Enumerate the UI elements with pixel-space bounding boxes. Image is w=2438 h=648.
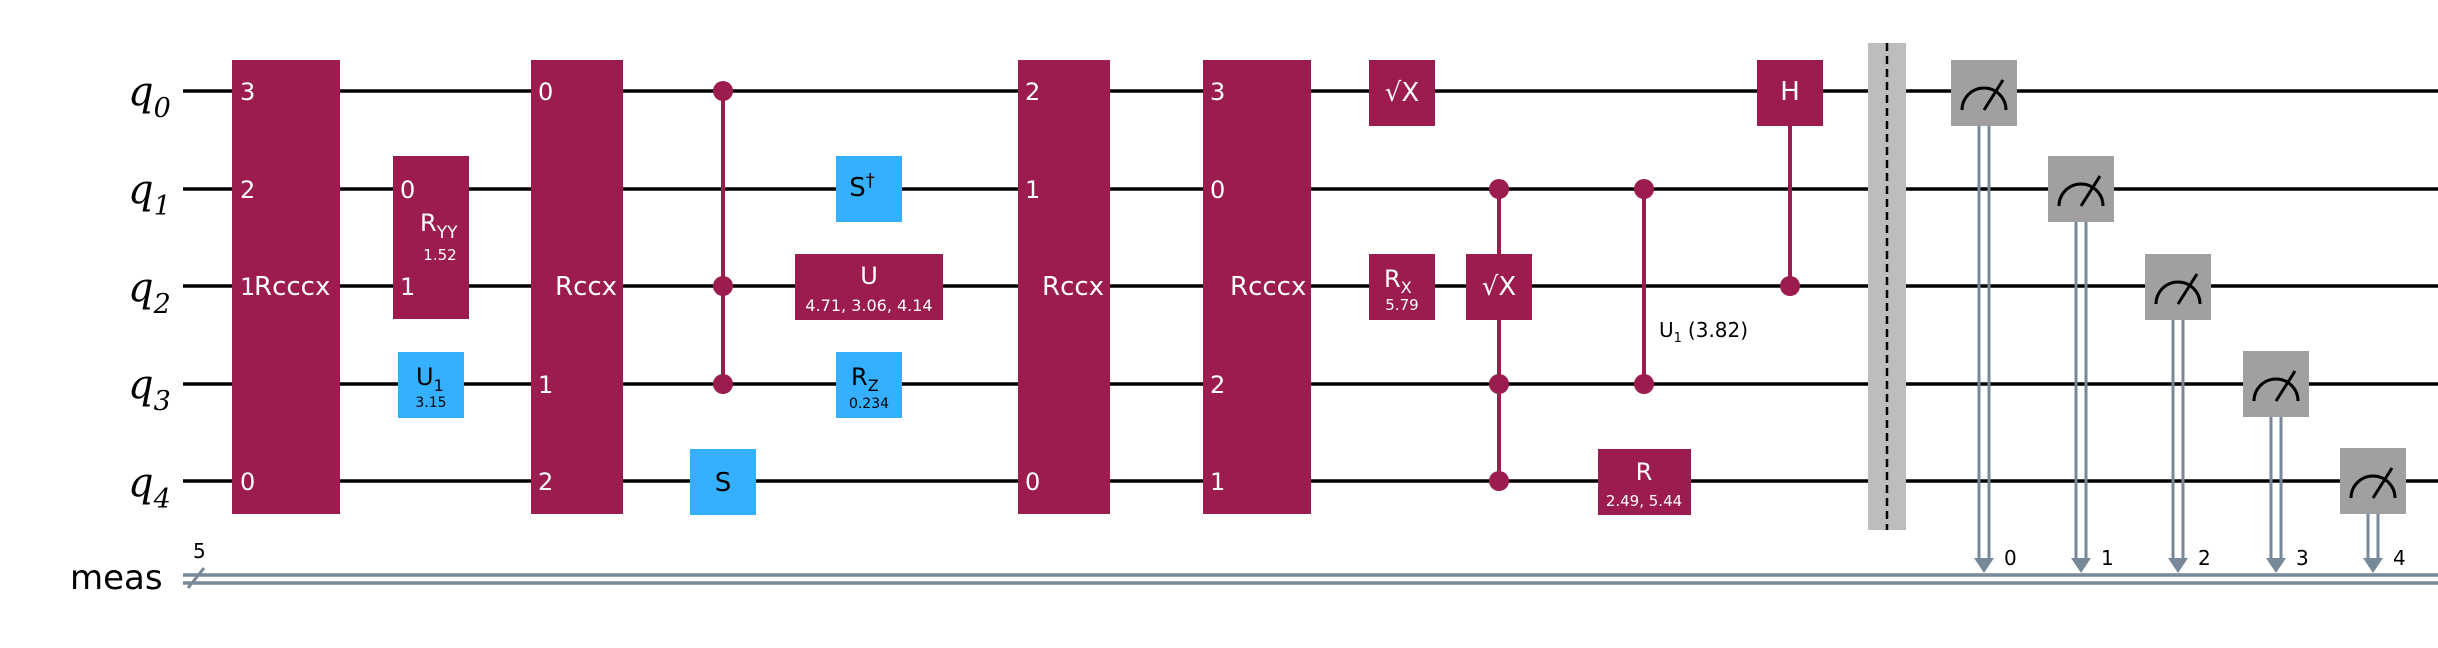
pin-label: 1 bbox=[538, 371, 553, 399]
pin-label: 1 bbox=[1210, 468, 1225, 496]
rcccx-gate-1: 3 2 1 0 Rcccx bbox=[232, 60, 340, 514]
control-dot bbox=[713, 276, 733, 296]
controlled-sx-gate: √X bbox=[1466, 179, 1532, 491]
gate-label: S bbox=[715, 468, 732, 498]
gate-label: S† bbox=[849, 170, 875, 203]
pin-label: 2 bbox=[1025, 78, 1040, 106]
measure-gate-2: 2 bbox=[2145, 254, 2211, 573]
gate-label: U1 bbox=[416, 363, 444, 395]
gate-label: U1 (3.82) bbox=[1659, 318, 1748, 346]
sdg-gate: S† bbox=[836, 156, 902, 222]
rccx-gate-2: 2 1 0 Rccx bbox=[1018, 60, 1110, 514]
gate-label: RZ bbox=[851, 363, 879, 395]
classical-register-label: meas bbox=[70, 558, 163, 598]
ccz-controls bbox=[713, 81, 733, 394]
pin-label: 0 bbox=[1210, 176, 1225, 204]
pin-label: 1 bbox=[400, 273, 415, 301]
bundle-size: 5 bbox=[193, 539, 206, 563]
control-dot bbox=[1634, 374, 1654, 394]
ryy-gate: 0 1 RYY 1.52 bbox=[393, 156, 469, 319]
control-dot bbox=[1489, 374, 1509, 394]
gate-label: √X bbox=[1385, 78, 1419, 108]
rz-gate: RZ 0.234 bbox=[836, 352, 902, 418]
gate-label: H bbox=[1780, 77, 1800, 107]
gate-label: R bbox=[1636, 458, 1653, 486]
gate-param: 5.79 bbox=[1385, 296, 1418, 314]
control-dot bbox=[1780, 276, 1800, 296]
measure-bit-label: 2 bbox=[2198, 546, 2211, 570]
control-dot bbox=[1489, 179, 1509, 199]
gate-label: RYY bbox=[420, 209, 458, 243]
pin-label: 2 bbox=[1210, 371, 1225, 399]
pin-label: 3 bbox=[1210, 78, 1225, 106]
measure-gate-0: 0 bbox=[1951, 60, 2017, 573]
rcccx-gate-2: 3 0 2 1 Rcccx bbox=[1203, 60, 1311, 514]
controlled-u1-gate: U1 (3.82) bbox=[1634, 179, 1748, 394]
measurements: 0 1 2 3 bbox=[1951, 60, 2406, 573]
gate-label: Rcccx bbox=[1230, 272, 1306, 302]
gate-label: U bbox=[860, 262, 878, 290]
qubit-label-q0: q0 bbox=[128, 69, 171, 124]
control-dot bbox=[1489, 471, 1509, 491]
pin-label: 1 bbox=[240, 273, 255, 301]
measure-bit-label: 3 bbox=[2296, 546, 2309, 570]
qubit-label-q4: q4 bbox=[128, 460, 171, 515]
pin-label: 2 bbox=[538, 468, 553, 496]
measure-bit-label: 1 bbox=[2101, 546, 2114, 570]
sx-gate: √X bbox=[1369, 60, 1435, 126]
pin-label: 0 bbox=[1025, 468, 1040, 496]
pin-label: 3 bbox=[240, 78, 255, 106]
pin-label: 0 bbox=[538, 78, 553, 106]
pin-label: 0 bbox=[240, 468, 255, 496]
measure-gate-3: 3 bbox=[2243, 351, 2309, 573]
measure-gate-1: 1 bbox=[2048, 156, 2114, 573]
qubit-label-q1: q1 bbox=[128, 167, 171, 222]
gate-param: 4.71, 3.06, 4.14 bbox=[805, 296, 932, 315]
gate-label: Rccx bbox=[555, 272, 617, 302]
u1-gate: U1 3.15 bbox=[398, 352, 464, 418]
gate-label: Rccx bbox=[1042, 272, 1104, 302]
controlled-h-gate: H bbox=[1757, 60, 1823, 296]
qubit-label-q2: q2 bbox=[128, 265, 171, 320]
control-dot bbox=[713, 374, 733, 394]
gate-param: 2.49, 5.44 bbox=[1606, 492, 1682, 510]
barrier bbox=[1868, 43, 1906, 530]
gate-param: 1.52 bbox=[423, 246, 456, 264]
gate-label: Rcccx bbox=[254, 272, 330, 302]
bundle-slash bbox=[186, 567, 206, 589]
pin-label: 0 bbox=[400, 176, 415, 204]
measure-bit-label: 4 bbox=[2393, 546, 2406, 570]
rx-gate: RX 5.79 bbox=[1369, 254, 1435, 320]
pin-label: 1 bbox=[1025, 176, 1040, 204]
u-gate: U 4.71, 3.06, 4.14 bbox=[795, 254, 943, 320]
rccx-gate-1: 0 1 2 Rccx bbox=[531, 60, 623, 514]
r-gate: R 2.49, 5.44 bbox=[1598, 449, 1691, 515]
qubit-labels: q0 q1 q2 q3 q4 meas bbox=[70, 69, 171, 598]
measure-bit-label: 0 bbox=[2004, 546, 2017, 570]
pin-label: 2 bbox=[240, 176, 255, 204]
classical-wire: 5 bbox=[183, 539, 2438, 589]
measure-gate-4: 4 bbox=[2340, 448, 2406, 573]
gate-param: 3.15 bbox=[415, 395, 446, 411]
s-gate: S bbox=[690, 449, 756, 515]
gate-label: RX bbox=[1384, 265, 1412, 297]
gate-param: 0.234 bbox=[849, 396, 889, 412]
control-dot bbox=[713, 81, 733, 101]
qubit-label-q3: q3 bbox=[128, 362, 171, 417]
gate-label: √X bbox=[1482, 272, 1516, 302]
control-dot bbox=[1634, 179, 1654, 199]
